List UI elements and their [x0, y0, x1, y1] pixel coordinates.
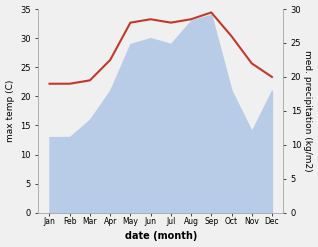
Y-axis label: med. precipitation (kg/m2): med. precipitation (kg/m2) [303, 50, 313, 172]
X-axis label: date (month): date (month) [125, 231, 197, 242]
Y-axis label: max temp (C): max temp (C) [5, 80, 15, 142]
